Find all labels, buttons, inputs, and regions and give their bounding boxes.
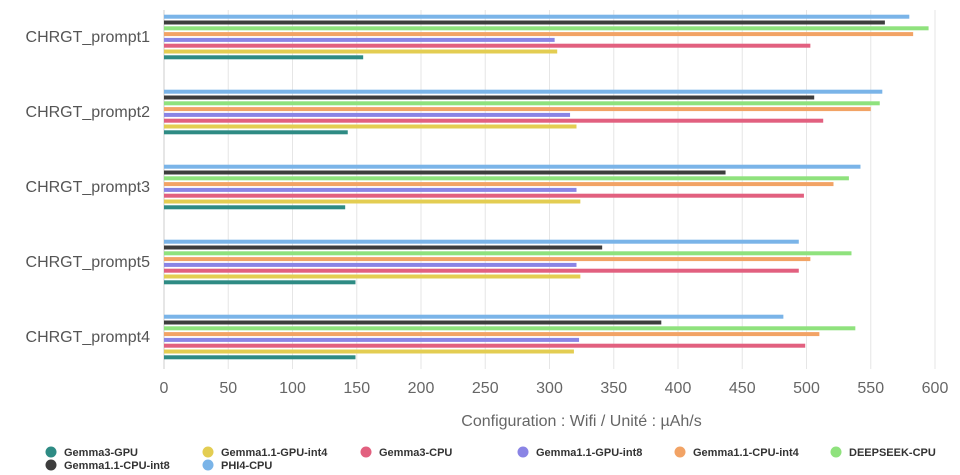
bar-Gemma3-GPU-CHRGT_prompt1 — [164, 55, 364, 60]
bar-PHI4-CPU-CHRGT_prompt5 — [164, 239, 799, 244]
bar-Gemma1.1-CPU-int4-CHRGT_prompt3 — [164, 182, 834, 187]
legend-label-Gemma3-GPU: Gemma3-GPU — [64, 447, 138, 459]
x-tick-label-0: 0 — [160, 380, 169, 397]
legend-label-PHI4-CPU: PHI4-CPU — [221, 460, 272, 472]
legend-marker-Gemma1.1-GPU-int8 — [517, 446, 529, 458]
x-axis-title: Configuration : Wifi / Unité : µAh/s — [461, 413, 701, 430]
bar-Gemma1.1-GPU-int4-CHRGT_prompt2 — [164, 124, 577, 129]
bar-DEEPSEEK-CPU-CHRGT_prompt5 — [164, 251, 852, 256]
bar-Gemma3-CPU-CHRGT_prompt2 — [164, 118, 824, 123]
bar-PHI4-CPU-CHRGT_prompt1 — [164, 14, 910, 19]
category-label-CHRGT_prompt1: CHRGT_prompt1 — [26, 29, 151, 46]
bar-PHI4-CPU-CHRGT_prompt3 — [164, 164, 861, 169]
bar-Gemma1.1-CPU-int4-CHRGT_prompt5 — [164, 257, 811, 262]
bar-Gemma3-CPU-CHRGT_prompt5 — [164, 268, 799, 273]
bar-Gemma3-GPU-CHRGT_prompt4 — [164, 355, 356, 360]
category-label-CHRGT_prompt4: CHRGT_prompt4 — [26, 329, 151, 346]
bar-Gemma3-CPU-CHRGT_prompt4 — [164, 343, 806, 348]
bar-DEEPSEEK-CPU-CHRGT_prompt1 — [164, 26, 929, 31]
x-tick-label-400: 400 — [665, 380, 692, 397]
category-label-CHRGT_prompt2: CHRGT_prompt2 — [26, 104, 151, 121]
legend-marker-Gemma3-GPU — [45, 446, 57, 458]
x-tick-label-550: 550 — [857, 380, 884, 397]
legend-label-Gemma1.1-GPU-int8: Gemma1.1-GPU-int8 — [536, 447, 642, 459]
bar-DEEPSEEK-CPU-CHRGT_prompt2 — [164, 101, 880, 106]
x-tick-label-200: 200 — [408, 380, 435, 397]
bar-Gemma1.1-GPU-int8-CHRGT_prompt5 — [164, 262, 577, 267]
x-tick-label-300: 300 — [536, 380, 563, 397]
bar-Gemma1.1-GPU-int8-CHRGT_prompt4 — [164, 337, 580, 342]
bar-Gemma1.1-CPU-int4-CHRGT_prompt2 — [164, 107, 871, 112]
bar-Gemma1.1-CPU-int8-CHRGT_prompt2 — [164, 95, 815, 100]
legend-marker-DEEPSEEK-CPU — [830, 446, 842, 458]
bar-Gemma1.1-CPU-int8-CHRGT_prompt3 — [164, 170, 726, 175]
legend-label-Gemma1.1-GPU-int4: Gemma1.1-GPU-int4 — [221, 447, 328, 459]
bar-Gemma1.1-CPU-int4-CHRGT_prompt1 — [164, 32, 914, 37]
bar-Gemma1.1-GPU-int4-CHRGT_prompt5 — [164, 274, 581, 279]
bar-Gemma1.1-CPU-int4-CHRGT_prompt4 — [164, 332, 820, 337]
bar-Gemma1.1-GPU-int8-CHRGT_prompt1 — [164, 37, 555, 42]
legend-label-DEEPSEEK-CPU: DEEPSEEK-CPU — [849, 447, 936, 459]
legend-marker-Gemma1.1-GPU-int4 — [202, 446, 214, 458]
x-tick-labels: 0 50 100 150 200 250 300 350 400 450 500 550 600 — [160, 380, 949, 397]
bar-Gemma3-CPU-CHRGT_prompt3 — [164, 193, 804, 198]
bar-Gemma1.1-GPU-int8-CHRGT_prompt2 — [164, 112, 571, 117]
bar-Gemma1.1-GPU-int8-CHRGT_prompt3 — [164, 187, 577, 192]
category-label-CHRGT_prompt3: CHRGT_prompt3 — [26, 179, 151, 196]
legend-marker-PHI4-CPU — [202, 459, 214, 471]
legend: Gemma3-GPU Gemma1.1-GPU-int4 Gemma3-CPU Gem… — [45, 446, 936, 472]
bar-Gemma1.1-GPU-int4-CHRGT_prompt3 — [164, 199, 581, 204]
bar-Gemma1.1-GPU-int4-CHRGT_prompt1 — [164, 49, 558, 54]
legend-label-Gemma1.1-CPU-int8: Gemma1.1-CPU-int8 — [64, 460, 170, 472]
legend-marker-Gemma3-CPU — [360, 446, 372, 458]
bar-Gemma1.1-CPU-int8-CHRGT_prompt1 — [164, 20, 885, 25]
bar-Gemma3-GPU-CHRGT_prompt2 — [164, 130, 348, 135]
bar-DEEPSEEK-CPU-CHRGT_prompt4 — [164, 326, 856, 331]
x-tick-label-500: 500 — [793, 380, 820, 397]
legend-marker-Gemma1.1-CPU-int8 — [45, 459, 57, 471]
x-tick-label-100: 100 — [279, 380, 306, 397]
x-tick-label-450: 450 — [729, 380, 756, 397]
category-labels: CHRGT_prompt1 CHRGT_prompt2 CHRGT_prompt3 C… — [26, 29, 151, 346]
bar-Gemma1.1-GPU-int4-CHRGT_prompt4 — [164, 349, 574, 354]
legend-label-Gemma1.1-CPU-int4: Gemma1.1-CPU-int4 — [693, 447, 800, 459]
bar-Gemma3-GPU-CHRGT_prompt5 — [164, 280, 356, 285]
bar-Gemma1.1-CPU-int8-CHRGT_prompt5 — [164, 245, 603, 250]
x-tick-label-600: 600 — [922, 380, 949, 397]
bar-Gemma3-GPU-CHRGT_prompt3 — [164, 205, 346, 210]
legend-label-Gemma3-CPU: Gemma3-CPU — [379, 447, 452, 459]
legend-marker-Gemma1.1-CPU-int4 — [674, 446, 686, 458]
bar-PHI4-CPU-CHRGT_prompt4 — [164, 314, 784, 319]
x-tick-label-350: 350 — [600, 380, 627, 397]
x-tick-label-50: 50 — [219, 380, 237, 397]
x-tick-label-150: 150 — [343, 380, 370, 397]
bar-PHI4-CPU-CHRGT_prompt2 — [164, 89, 883, 94]
bar-Gemma3-CPU-CHRGT_prompt1 — [164, 43, 811, 48]
x-tick-label-250: 250 — [472, 380, 499, 397]
bar-DEEPSEEK-CPU-CHRGT_prompt3 — [164, 176, 849, 181]
bars — [164, 14, 929, 360]
bar-Gemma1.1-CPU-int8-CHRGT_prompt4 — [164, 320, 662, 325]
category-label-CHRGT_prompt5: CHRGT_prompt5 — [26, 254, 151, 271]
